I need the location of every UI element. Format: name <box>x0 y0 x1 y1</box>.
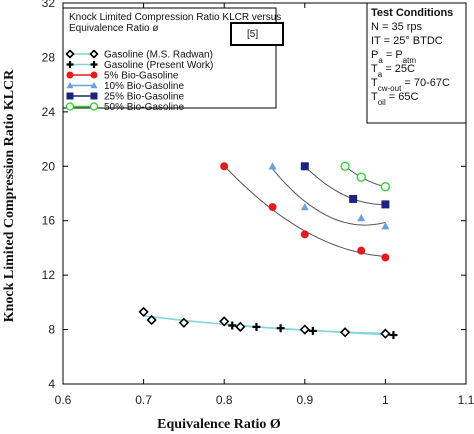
x-tick-label: 0.6 <box>55 393 72 407</box>
condition-speed: N = 35 rps <box>371 21 423 33</box>
y-tick-label: 24 <box>42 105 56 119</box>
data-point <box>178 317 190 328</box>
data-point <box>349 194 358 203</box>
x-tick-label: 0.7 <box>135 393 152 407</box>
y-tick-label: 20 <box>42 159 56 173</box>
y-tick-label: 28 <box>42 50 56 64</box>
data-point <box>228 321 237 330</box>
legend-marker <box>90 71 98 79</box>
data-point <box>252 322 261 331</box>
legend-marker <box>66 82 74 89</box>
x-tick-label: 0.9 <box>296 393 313 407</box>
axis-ticks: 0.6 0.7 0.8 0.9 1 1.1 4 8 12 16 20 24 28 32 <box>42 0 474 407</box>
legend-label: 5% Bio-Gasoline <box>104 71 179 82</box>
legend-marker <box>66 61 74 68</box>
data-point <box>220 162 229 171</box>
data-point <box>268 162 277 170</box>
legend-marker <box>89 102 99 111</box>
data-point <box>300 230 309 239</box>
conditions-title: Test Conditions <box>371 7 453 19</box>
data-point <box>146 314 157 326</box>
legend-title: Knock Limited Compression Ratio KLCR ver… <box>69 12 281 34</box>
fit-curve <box>304 165 386 205</box>
data-point <box>300 203 309 211</box>
data-point <box>138 306 149 318</box>
conditions-box <box>366 2 467 124</box>
y-tick-label: 32 <box>42 0 56 10</box>
data-point <box>389 331 398 340</box>
data-point <box>299 324 310 335</box>
x-tick-label: 1.1 <box>458 393 474 407</box>
data-point <box>300 162 309 171</box>
y-tick-label: 12 <box>42 268 56 282</box>
data-point <box>357 213 366 222</box>
y-axis-title: Knock Limited Compression Ratio KLCR <box>2 69 17 322</box>
data-point <box>276 324 285 333</box>
legend-marker <box>65 49 75 59</box>
fit-curve <box>272 168 386 226</box>
legend-rows: Gasoline (M.S. Radwan)Gasoline (Present … <box>65 49 213 113</box>
data-point <box>339 327 351 338</box>
legend-label: 10% Bio-Gasoline <box>104 81 184 92</box>
y-tick-label: 8 <box>48 323 55 337</box>
legend-marker <box>89 49 99 59</box>
legend-marker <box>66 71 74 79</box>
legend-label: Gasoline (Present Work) <box>104 60 213 71</box>
data-point <box>235 321 246 332</box>
legend-label: 50% Bio-Gasoline <box>104 102 184 113</box>
data-point <box>380 328 391 339</box>
legend: Knock Limited Compression Ratio KLCR ver… <box>62 7 284 113</box>
data-point <box>340 161 350 171</box>
data-point <box>308 326 317 335</box>
fit-curves <box>143 165 394 336</box>
data-point <box>381 200 390 209</box>
condition-air-temp: Ta = 25C <box>371 63 415 79</box>
legend-marker <box>66 92 74 100</box>
data-markers <box>138 161 398 340</box>
test-conditions: Test Conditions N = 35 rps IT = 25° BTDC… <box>366 2 467 124</box>
data-point <box>268 203 277 212</box>
y-tick-label: 4 <box>48 377 55 391</box>
data-point <box>356 172 366 182</box>
data-point <box>357 246 366 255</box>
legend-ref-box <box>230 22 284 46</box>
data-point <box>381 253 390 262</box>
legend-marker <box>90 82 98 89</box>
condition-ignition-timing: IT = 25° BTDC <box>371 35 443 47</box>
data-point <box>219 316 230 327</box>
data-point <box>381 222 390 230</box>
x-axis-title: Equivalence Ratio Ø <box>157 417 281 432</box>
data-point <box>380 182 391 192</box>
x-tick-label: 0.8 <box>216 393 233 407</box>
legend-ref: [5] <box>247 29 258 40</box>
legend-marker <box>65 102 75 111</box>
legend-label: Gasoline (M.S. Radwan) <box>104 50 213 61</box>
legend-marker <box>90 92 98 100</box>
x-tick-label: 1 <box>382 393 389 407</box>
y-tick-label: 16 <box>42 214 56 228</box>
plot-area <box>62 2 467 385</box>
legend-label: 25% Bio-Gasoline <box>104 92 184 103</box>
fit-curve <box>143 315 386 335</box>
legend-marker <box>90 61 98 68</box>
